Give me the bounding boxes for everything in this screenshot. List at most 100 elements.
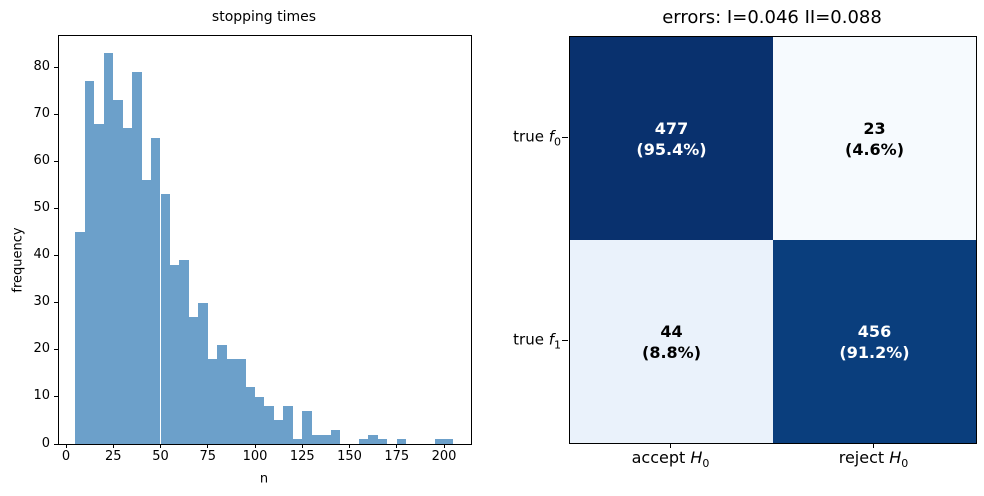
histogram-bar [358, 439, 369, 444]
row-label-sub: 0 [554, 135, 561, 148]
x-tick-label: 75 [199, 449, 217, 464]
y-tick-mark [54, 396, 58, 398]
cell-percent: (91.2%) [839, 342, 910, 362]
x-tick-mark [65, 444, 67, 448]
y-tick-mark [54, 349, 58, 351]
cell-count: 23 [863, 118, 886, 138]
histogram-bar [311, 434, 322, 444]
col-label-sub: 0 [901, 457, 909, 471]
histogram-bar [255, 396, 265, 444]
col-label-var: H [889, 447, 902, 467]
y-tick-mark [54, 302, 58, 304]
histogram-bar [122, 128, 133, 444]
y-tick-label: 70 [33, 105, 50, 121]
histogram-bar [368, 434, 378, 444]
row-label-true-f1: true f1 [451, 330, 561, 351]
y-tick-label: 10 [33, 388, 50, 404]
histogram-bar [302, 411, 312, 444]
col-label-accept-h0: accept H0 [632, 448, 710, 470]
x-tick-mark [112, 444, 114, 448]
histogram-bar [330, 429, 341, 444]
row-label-text: true [513, 127, 549, 145]
x-tick-label: 25 [104, 449, 122, 464]
histogram-bar [132, 71, 142, 444]
col-label-text: reject [838, 447, 890, 467]
x-tick-label: 100 [242, 449, 268, 464]
x-tick-mark [396, 444, 398, 448]
y-tick-label: 80 [33, 58, 50, 74]
y-tick-mark [54, 207, 58, 209]
col-label-reject-h0: reject H0 [839, 448, 909, 470]
y-tick-mark [54, 113, 58, 115]
y-tick-label: 50 [33, 199, 50, 215]
x-tick-mark [254, 444, 256, 448]
y-tick-label: 30 [33, 294, 50, 310]
histogram-title: stopping times [211, 9, 317, 25]
histogram-bar [113, 100, 123, 444]
cell-count: 44 [660, 321, 683, 341]
histogram-bar [273, 420, 284, 444]
y-tick-mark [562, 340, 568, 341]
x-tick-mark [873, 443, 874, 448]
row-label-var: f [548, 330, 554, 348]
cell-count: 456 [857, 321, 892, 341]
histogram-bar [236, 359, 246, 444]
cell-true-f0-reject: 23 (4.6%) [773, 37, 976, 240]
confusion-matrix-title: errors: I=0.046 II=0.088 [662, 7, 882, 28]
x-tick-label: 200 [431, 449, 457, 464]
row-label-text: true [513, 330, 549, 348]
cell-true-f0-accept: 477 (95.4%) [570, 37, 773, 240]
y-tick-mark [562, 137, 568, 138]
histogram-bar [396, 439, 407, 444]
row-label-sub: 1 [554, 338, 561, 351]
x-tick-label: 125 [289, 449, 315, 464]
histogram-bar [103, 52, 114, 444]
cell-true-f1-accept: 44 (8.8%) [570, 240, 773, 443]
row-label-true-f0: true f0 [451, 127, 561, 148]
histogram-bar [292, 439, 303, 444]
col-label-sub: 0 [702, 457, 710, 471]
col-label-text: accept [631, 447, 691, 467]
histogram-bar [321, 434, 331, 444]
histogram-bar [444, 439, 454, 444]
y-tick-mark [54, 66, 58, 68]
histogram-bar [169, 264, 180, 444]
histogram-bar [160, 194, 170, 444]
x-tick-label: 175 [384, 449, 410, 464]
histogram-bar [207, 359, 218, 444]
cell-percent: (8.8%) [642, 342, 701, 362]
histogram-bar [434, 439, 444, 444]
x-tick-mark [160, 444, 161, 448]
y-tick-mark [54, 255, 58, 256]
y-tick-label: 20 [33, 341, 50, 357]
histogram-bar [94, 123, 104, 444]
cell-percent: (95.4%) [636, 139, 707, 159]
histogram-bar [198, 302, 208, 444]
histogram-bar [84, 81, 95, 444]
x-tick-mark [349, 444, 350, 448]
cell-count: 477 [654, 118, 689, 138]
x-tick-label: 0 [61, 449, 71, 464]
y-tick-label: 40 [33, 247, 50, 262]
x-tick-mark [301, 444, 303, 448]
y-tick-label: 0 [41, 435, 50, 451]
histogram-bar [141, 180, 152, 444]
x-tick-mark [670, 443, 671, 448]
cell-true-f1-reject: 456 (91.2%) [773, 240, 976, 443]
y-tick-label: 60 [33, 152, 50, 168]
histogram-bar [179, 260, 189, 444]
histogram-plot-area: 0 25 50 75 100 125 150 175 200 0 10 20 30 40 50 60 70 80 [33, 35, 472, 464]
histogram-bar [188, 316, 199, 444]
histogram-bar [226, 359, 237, 444]
x-tick-mark [207, 444, 209, 448]
x-tick-label: 150 [337, 449, 362, 464]
confusion-matrix: 477 (95.4%) 23 (4.6%) 44 (8.8%) 456 (91.… [569, 36, 977, 444]
histogram-bar [264, 406, 274, 444]
y-tick-mark [54, 160, 58, 162]
x-tick-label: 50 [152, 449, 169, 464]
histogram-bar [151, 137, 161, 444]
histogram-x-axis-label: n [259, 471, 269, 487]
histogram-bar [217, 345, 227, 444]
x-tick-mark [443, 444, 445, 448]
row-label-var: f [548, 127, 554, 145]
